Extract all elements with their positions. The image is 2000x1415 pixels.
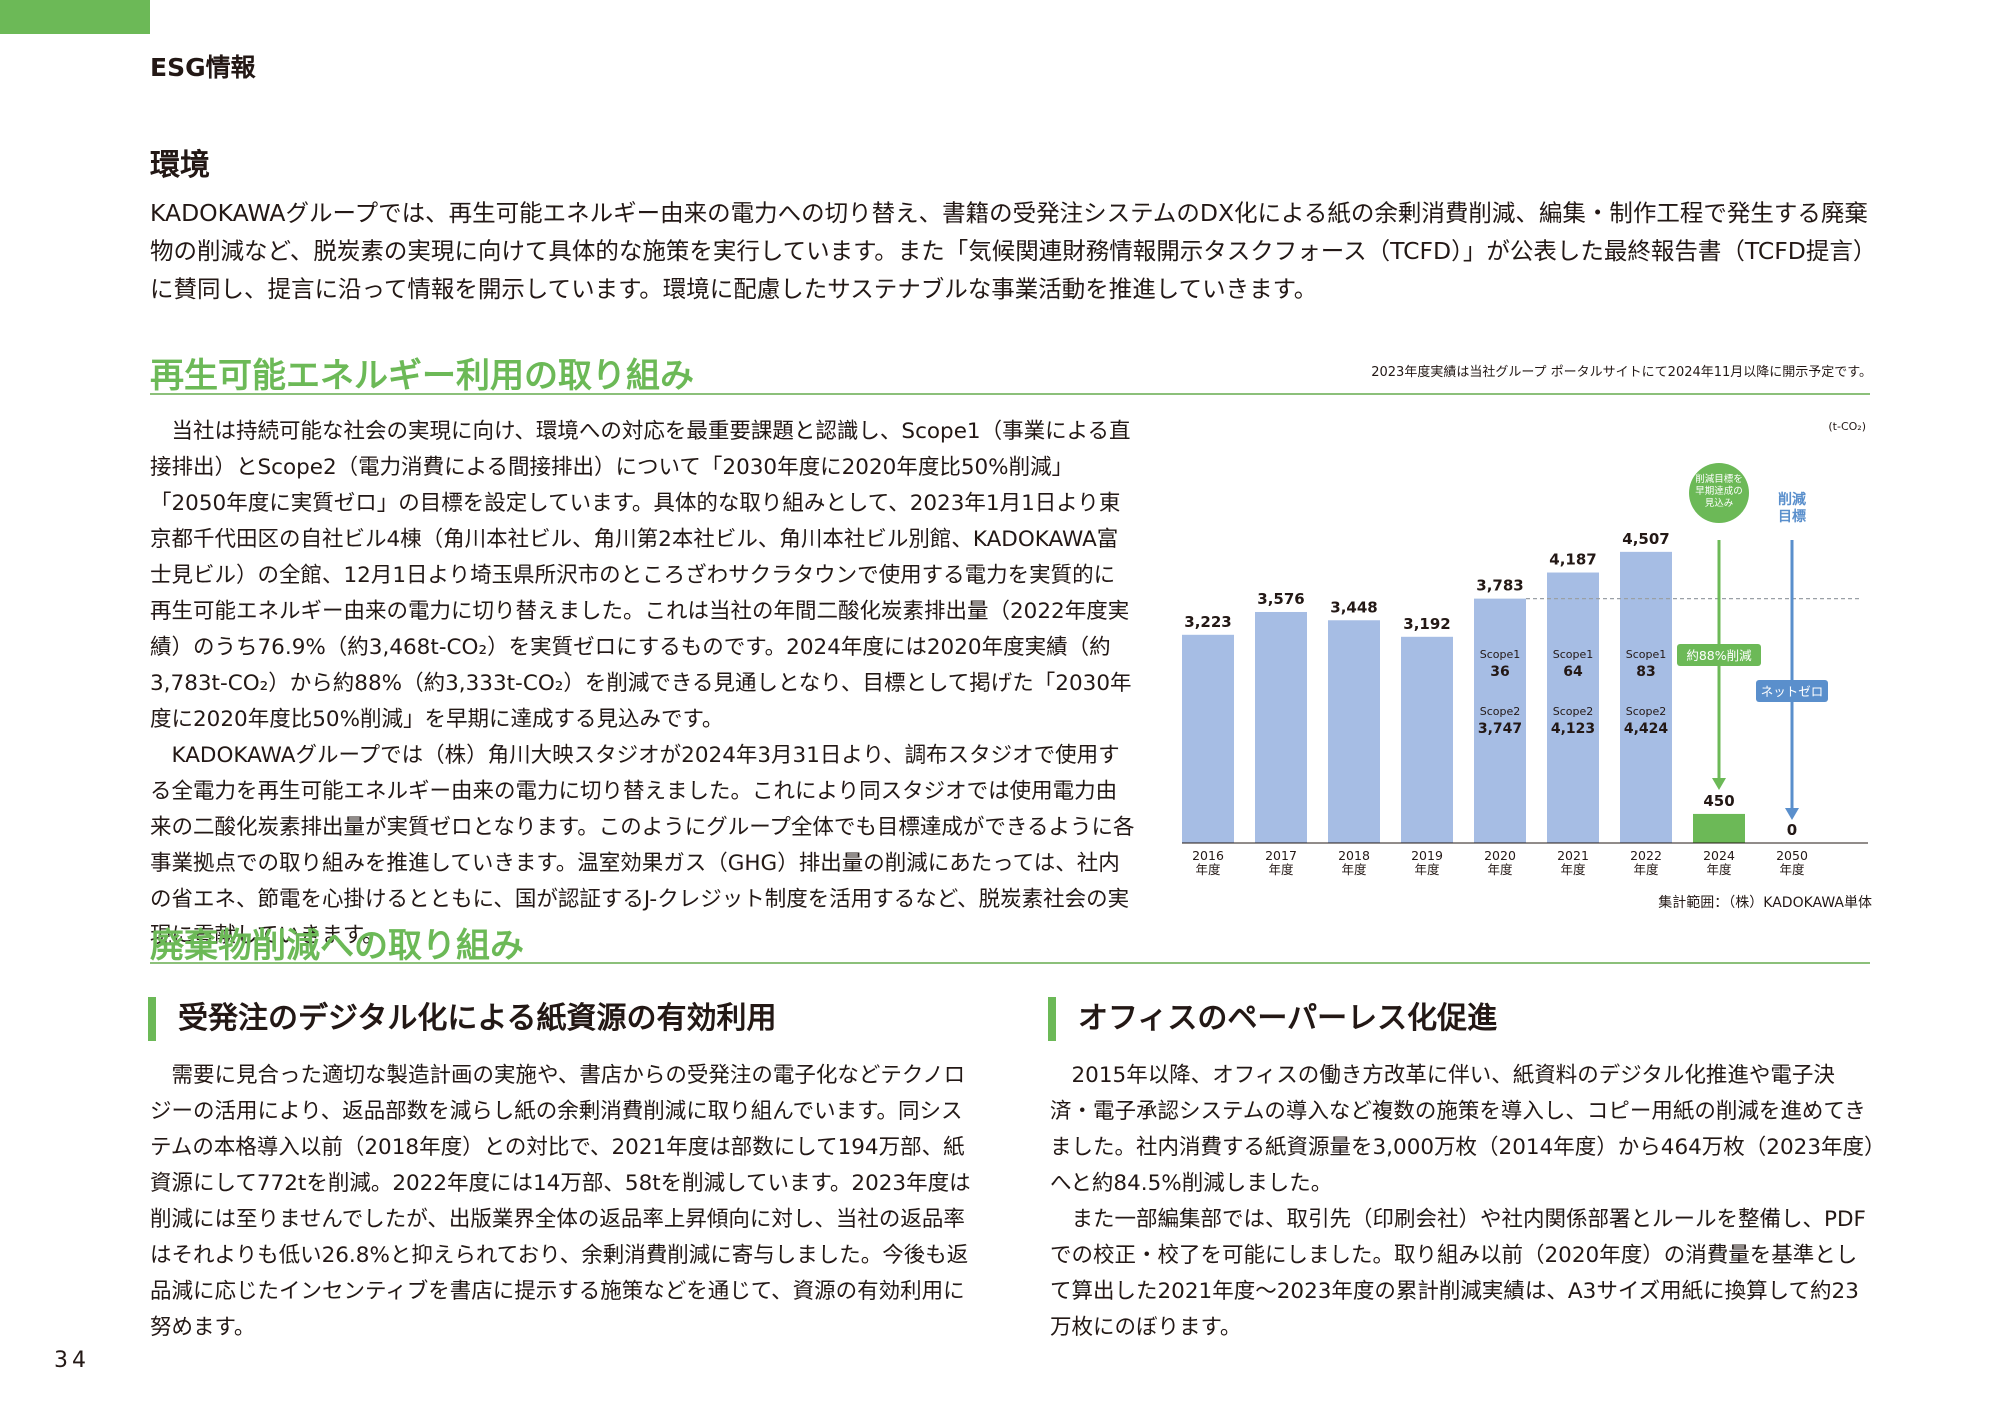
scope1-value: 64 — [1563, 664, 1583, 680]
scope-note: 集計範囲：（株）KADOKAWA単体 — [1658, 895, 1872, 911]
bar-2018 — [1328, 620, 1380, 843]
header-accent-bar — [0, 0, 150, 34]
reduce-target-label: 削減 — [1778, 491, 1806, 508]
early-target-text: 早期達成の — [1695, 485, 1743, 497]
bar-value-label-2019: 3,192 — [1403, 615, 1450, 633]
bar-2022 — [1620, 551, 1672, 843]
disclosure-note: 2023年度実績は当社グループ ポータルサイトにて2024年11月以降に開示予定… — [1371, 365, 1872, 380]
paperless-office-body: 2015年以降、オフィスの働き方改革に伴い、紙資料のデジタル化推進や電子決済・電… — [1050, 1058, 1875, 1346]
renewable-body: 当社は持続可能な社会の実現に向け、環境への対応を最重要課題と認識し、Scope1… — [150, 414, 1135, 954]
scope2-label: Scope2 — [1626, 705, 1667, 718]
early-target-text: 削減目標を — [1695, 473, 1743, 485]
environment-intro: KADOKAWAグループでは、再生可能エネルギー由来の電力への切り替え、書籍の受… — [150, 199, 1868, 303]
bar-2021 — [1547, 572, 1599, 843]
tick-label-2050: 2050 — [1776, 848, 1808, 863]
tick-label-suffix-2018: 年度 — [1341, 862, 1367, 877]
tick-label-suffix-2020: 年度 — [1487, 862, 1513, 877]
approx88-text: 約88%削減 — [1686, 648, 1752, 663]
tick-label-suffix-2016: 年度 — [1195, 862, 1221, 877]
renewable-paragraph-2: KADOKAWAグループでは（株）角川大映スタジオが2024年3月31日より、調… — [150, 743, 1135, 948]
bar-2019 — [1401, 636, 1453, 843]
tick-label-2019: 2019 — [1411, 848, 1443, 863]
tick-label-2020: 2020 — [1484, 848, 1516, 863]
bar-2024 — [1693, 813, 1745, 843]
early-target-bubble — [1689, 463, 1749, 523]
tick-label-2024: 2024 — [1703, 848, 1735, 863]
tick-label-2018: 2018 — [1338, 848, 1370, 863]
chart-unit-label: (t-CO₂) — [1828, 420, 1866, 433]
bar-2017 — [1255, 611, 1307, 843]
tick-label-suffix-2024: 年度 — [1706, 862, 1732, 877]
bar-value-label-2050: 0 — [1787, 821, 1797, 839]
bar-value-label-2017: 3,576 — [1257, 590, 1304, 608]
scope2-value: 4,123 — [1551, 721, 1595, 737]
scope2-value: 3,747 — [1478, 721, 1522, 737]
waste-section-title: 廃棄物削減への取り組み — [150, 926, 524, 966]
bar-value-label-2016: 3,223 — [1184, 613, 1231, 631]
paperless-office-heading: オフィスのペーパーレス化促進 — [1048, 997, 1497, 1041]
scope1-label: Scope1 — [1626, 648, 1667, 661]
bar-value-label-2020: 3,783 — [1476, 577, 1523, 595]
scope1-value: 36 — [1490, 664, 1509, 680]
scope2-value: 4,424 — [1624, 721, 1669, 737]
bar-value-label-2021: 4,187 — [1549, 551, 1596, 569]
scope1-label: Scope1 — [1480, 648, 1521, 661]
co2-emissions-chart: (t-CO₂) 3,2232016年度3,5762017年度3,4482018年… — [1182, 420, 1868, 877]
section-label: ESG情報 — [150, 53, 256, 82]
paperless-paragraph-2: また一部編集部では、取引先（印刷会社）や社内関係部署とルールを整備し、PDFでの… — [1050, 1207, 1866, 1340]
early-target-text: 見込み — [1705, 498, 1734, 509]
reduce-target-label: 目標 — [1778, 508, 1806, 525]
scope2-label: Scope2 — [1553, 705, 1594, 718]
renewable-paragraph-1: 当社は持続可能な社会の実現に向け、環境への対応を最重要課題と認識し、Scope1… — [150, 419, 1132, 732]
paper-digitization-text: 需要に見合った適切な製造計画の実施や、書店からの受発注の電子化などテクノロジーの… — [150, 1063, 971, 1340]
paper-digitization-heading: 受発注のデジタル化による紙資源の有効利用 — [148, 997, 777, 1041]
scope2-label: Scope2 — [1480, 705, 1521, 718]
tick-label-2016: 2016 — [1192, 848, 1224, 863]
section-divider — [150, 393, 1870, 395]
blue-arrow-head — [1785, 808, 1799, 820]
net-zero-badge — [1756, 680, 1828, 702]
tick-label-2017: 2017 — [1265, 848, 1297, 863]
scope1-label: Scope1 — [1553, 648, 1594, 661]
tick-label-2021: 2021 — [1557, 848, 1589, 863]
page-number: 34 — [54, 1348, 90, 1373]
paperless-paragraph-1: 2015年以降、オフィスの働き方改革に伴い、紙資料のデジタル化推進や電子決済・電… — [1050, 1063, 1875, 1196]
bar-2020 — [1474, 598, 1526, 843]
approx88-badge — [1677, 644, 1761, 666]
tick-label-suffix-2021: 年度 — [1560, 862, 1586, 877]
scope1-value: 83 — [1636, 664, 1655, 680]
net-zero-text: ネットゼロ — [1761, 684, 1824, 699]
bar-value-label-2024: 450 — [1703, 792, 1734, 810]
tick-label-suffix-2022: 年度 — [1633, 862, 1659, 877]
environment-title: 環境 — [150, 148, 210, 183]
green-arrow-head — [1712, 778, 1726, 790]
tick-label-2022: 2022 — [1630, 848, 1662, 863]
tick-label-suffix-2050: 年度 — [1779, 862, 1805, 877]
renewable-section-title: 再生可能エネルギー利用の取り組み — [150, 356, 694, 396]
paper-digitization-body: 需要に見合った適切な製造計画の実施や、書店からの受発注の電子化などテクノロジーの… — [150, 1058, 975, 1346]
bar-value-label-2018: 3,448 — [1330, 598, 1377, 616]
section-divider-2 — [150, 962, 1870, 964]
bar-2016 — [1182, 634, 1234, 843]
tick-label-suffix-2019: 年度 — [1414, 862, 1440, 877]
bar-value-label-2022: 4,507 — [1622, 530, 1669, 548]
tick-label-suffix-2017: 年度 — [1268, 862, 1294, 877]
